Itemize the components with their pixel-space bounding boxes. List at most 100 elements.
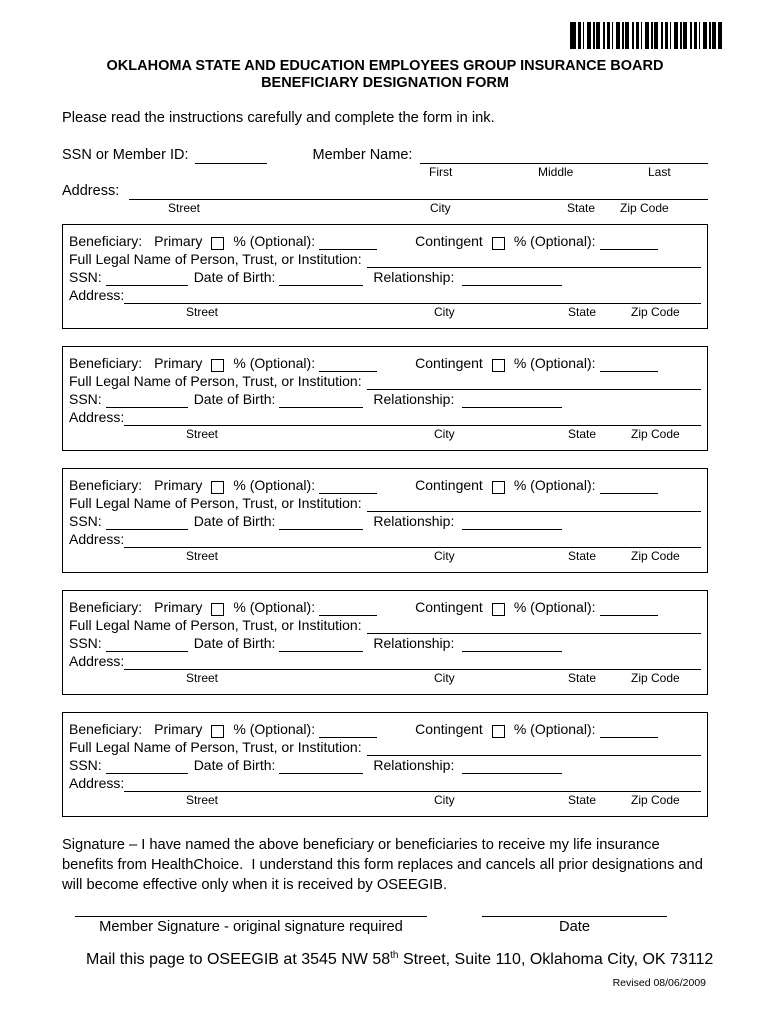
primary-percent-field[interactable] — [319, 477, 378, 494]
sublabel-last: Last — [648, 165, 671, 179]
contingent-percent-field[interactable] — [599, 233, 658, 250]
member-address-sublabels: Street City State Zip Code — [62, 200, 708, 215]
contingent-percent-label: % (Optional): — [513, 721, 596, 737]
member-address-label: Address: — [62, 183, 120, 199]
sublabel-state: State — [567, 201, 596, 215]
date-field[interactable] — [482, 901, 667, 917]
beneficiary-ssn-field[interactable] — [105, 757, 188, 774]
primary-checkbox[interactable] — [211, 237, 225, 250]
primary-percent-field[interactable] — [319, 721, 378, 738]
beneficiary-address-field[interactable] — [124, 287, 701, 304]
contingent-label: Contingent — [415, 477, 483, 493]
full-name-label: Full Legal Name of Person, Trust, or Ins… — [69, 617, 362, 633]
beneficiary-label: Beneficiary: — [69, 355, 143, 371]
form-title-line2: BENEFICIARY DESIGNATION FORM — [261, 75, 509, 91]
beneficiary-ssn-field[interactable] — [105, 269, 188, 286]
contingent-percent-field[interactable] — [599, 599, 658, 616]
relationship-field[interactable] — [462, 391, 563, 408]
sublabel-street: Street — [168, 201, 201, 215]
beneficiary-address-label: Address: — [69, 653, 125, 669]
primary-percent-field[interactable] — [319, 355, 378, 372]
dob-label: Date of Birth: — [193, 391, 276, 407]
contingent-percent-field[interactable] — [599, 355, 658, 372]
full-name-label: Full Legal Name of Person, Trust, or Ins… — [69, 739, 362, 755]
beneficiary-address-field[interactable] — [124, 409, 701, 426]
member-ssn-field[interactable] — [194, 147, 267, 164]
mailing-instruction-suffix: Street, Suite 110, Oklahoma City, OK 731… — [398, 951, 714, 968]
primary-label: Primary — [154, 599, 203, 615]
mailing-instruction: Mail this page to OSEEGIB at 3545 NW 58t… — [86, 950, 713, 969]
barcode — [570, 22, 722, 49]
contingent-checkbox[interactable] — [491, 481, 505, 494]
contingent-checkbox[interactable] — [491, 603, 505, 616]
dob-field[interactable] — [279, 269, 364, 286]
contingent-checkbox[interactable] — [491, 237, 505, 250]
primary-label: Primary — [154, 355, 203, 371]
dob-field[interactable] — [279, 757, 364, 774]
sublabel-state: State — [568, 305, 597, 319]
contingent-percent-field[interactable] — [599, 721, 658, 738]
beneficiary-address-field[interactable] — [124, 653, 701, 670]
contingent-checkbox[interactable] — [491, 725, 505, 738]
primary-percent-field[interactable] — [319, 233, 378, 250]
primary-percent-field[interactable] — [319, 599, 378, 616]
full-name-label: Full Legal Name of Person, Trust, or Ins… — [69, 373, 362, 389]
sublabel-zip: Zip Code — [631, 427, 680, 441]
sublabel-state: State — [568, 793, 597, 807]
signature-statement: Signature – I have named the above benef… — [62, 837, 707, 893]
primary-checkbox[interactable] — [211, 359, 225, 372]
beneficiary-label: Beneficiary: — [69, 477, 143, 493]
dob-field[interactable] — [279, 635, 364, 652]
form-title: OKLAHOMA STATE AND EDUCATION EMPLOYEES G… — [0, 58, 770, 92]
contingent-checkbox[interactable] — [491, 359, 505, 372]
full-name-field[interactable] — [366, 373, 701, 390]
beneficiary-box: Beneficiary: Primary % (Optional): Conti… — [62, 468, 708, 573]
beneficiary-ssn-label: SSN: — [69, 757, 102, 773]
primary-percent-label: % (Optional): — [233, 355, 316, 371]
relationship-field[interactable] — [462, 635, 563, 652]
beneficiary-address-sublabels: Street City State Zip Code — [69, 670, 701, 685]
relationship-field[interactable] — [462, 269, 563, 286]
primary-checkbox[interactable] — [211, 603, 225, 616]
relationship-field[interactable] — [462, 757, 563, 774]
full-name-field[interactable] — [366, 617, 701, 634]
sublabel-state: State — [568, 671, 597, 685]
dob-field[interactable] — [279, 391, 364, 408]
beneficiary-address-field[interactable] — [124, 775, 701, 792]
beneficiary-address-sublabels: Street City State Zip Code — [69, 792, 701, 807]
relationship-field[interactable] — [462, 513, 563, 530]
beneficiary-ssn-field[interactable] — [105, 635, 188, 652]
primary-checkbox[interactable] — [211, 481, 225, 494]
mailing-instruction-prefix: Mail this page to OSEEGIB at 3545 NW 58 — [86, 951, 391, 968]
beneficiary-box: Beneficiary: Primary % (Optional): Conti… — [62, 346, 708, 451]
member-signature-field[interactable] — [75, 901, 427, 917]
member-address-field[interactable] — [129, 183, 708, 200]
sublabel-state: State — [568, 549, 597, 563]
member-name-field[interactable] — [420, 147, 708, 164]
contingent-label: Contingent — [415, 233, 483, 249]
contingent-percent-field[interactable] — [599, 477, 658, 494]
sublabel-street: Street — [186, 793, 219, 807]
full-name-field[interactable] — [366, 495, 701, 512]
primary-checkbox[interactable] — [211, 725, 225, 738]
member-info-section: SSN or Member ID: Member Name: First Mid… — [62, 146, 708, 215]
instructions-text: Please read the instructions carefully a… — [62, 110, 495, 126]
beneficiary-address-field[interactable] — [124, 531, 701, 548]
beneficiary-ssn-field[interactable] — [105, 513, 188, 530]
dob-label: Date of Birth: — [193, 635, 276, 651]
beneficiary-box: Beneficiary: Primary % (Optional): Conti… — [62, 712, 708, 817]
dob-field[interactable] — [279, 513, 364, 530]
sublabel-zip: Zip Code — [631, 549, 680, 563]
dob-label: Date of Birth: — [193, 757, 276, 773]
beneficiary-address-label: Address: — [69, 287, 125, 303]
relationship-label: Relationship: — [373, 269, 455, 285]
sublabel-middle: Middle — [538, 165, 574, 179]
sublabel-street: Street — [186, 305, 219, 319]
beneficiary-address-label: Address: — [69, 531, 125, 547]
beneficiary-ssn-field[interactable] — [105, 391, 188, 408]
beneficiary-address-sublabels: Street City State Zip Code — [69, 548, 701, 563]
full-name-field[interactable] — [366, 251, 701, 268]
revision-date: Revised 08/06/2009 — [612, 977, 706, 989]
form-title-line1: OKLAHOMA STATE AND EDUCATION EMPLOYEES G… — [106, 58, 664, 74]
full-name-field[interactable] — [366, 739, 701, 756]
